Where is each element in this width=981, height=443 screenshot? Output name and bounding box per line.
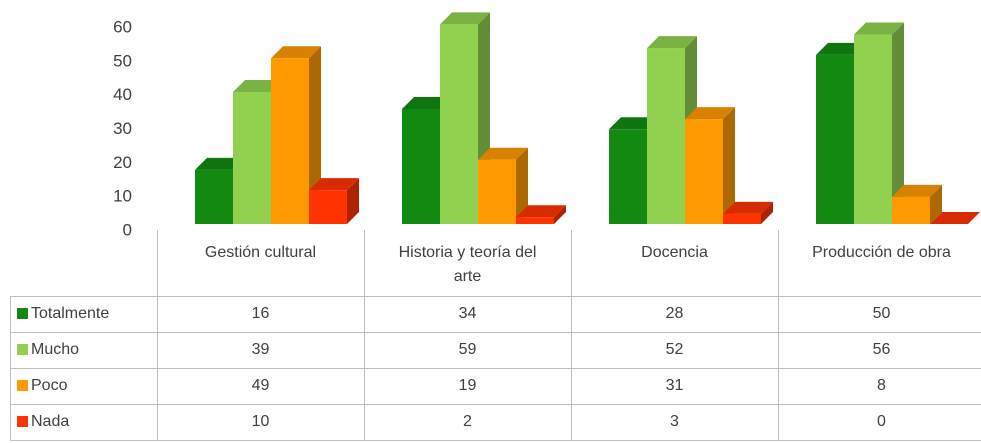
bar-top [816,42,866,55]
table-cell: 52 [666,341,684,358]
bar [685,119,723,224]
legend-swatch [17,344,28,355]
bar [647,48,685,224]
legend-label: Totalmente [31,305,109,322]
bar [892,196,930,224]
y-tick-label: 10 [113,187,132,206]
y-tick-label: 40 [113,85,132,104]
y-tick-label: 50 [113,51,132,70]
bar-top [271,46,321,59]
bar [854,34,892,225]
bar [723,213,761,224]
bar-side [892,22,904,225]
y-tick-label: 0 [123,220,132,239]
table-cell: 19 [459,377,477,394]
bar-side [347,178,359,224]
bar-top [516,205,566,218]
table-cell: 59 [459,341,477,358]
legend-label: Nada [31,413,69,430]
table-cell: 8 [877,377,886,394]
bar-top [647,36,697,49]
table-cell: 10 [252,413,270,430]
bar-top [930,212,980,224]
table-cell: 50 [873,305,891,322]
bar-top [440,12,490,25]
table-cell: 2 [463,413,472,430]
bar-top [609,117,659,130]
bar-top [723,201,773,214]
bar [516,217,554,224]
bar [309,190,347,224]
y-tick-label: 30 [113,119,132,138]
bar [233,92,271,224]
bar-side [761,201,773,224]
category-label: Gestión cultural [204,244,317,261]
bar-top [854,22,904,35]
table-cell: 49 [252,377,270,394]
bar [402,108,440,224]
legend-swatch [17,416,28,427]
category-label: Historia y teoría del arte [398,244,537,285]
table-cell: 0 [877,413,886,430]
bar-top [478,147,528,160]
table-cell: 28 [666,305,684,322]
bar-side [309,46,321,224]
y-tick-label: 20 [113,153,132,172]
legend-swatch [17,380,28,391]
bar-side [723,107,735,224]
table-cell: 3 [670,413,679,430]
legend-label: Mucho [31,341,79,358]
legend-swatch [17,308,28,319]
y-tick-label: 60 [113,17,132,36]
bar [271,58,309,224]
bar [816,54,854,225]
table-cell: 16 [252,305,270,322]
table-cell: 39 [252,341,270,358]
bar [478,159,516,224]
category-label: Producción de obra [812,244,951,261]
legend-label: Poco [31,377,68,394]
bar [195,169,233,224]
category-label: Docencia [641,244,708,261]
table-cell: 56 [873,341,891,358]
bar-top [402,96,452,109]
bar-side [516,147,528,224]
table-cell: 31 [666,377,684,394]
bar-top [309,178,359,191]
bar-top [195,157,245,170]
bar-top [892,184,942,197]
table-cell: 34 [459,305,477,322]
bar-side [554,205,566,224]
bar-top [233,80,283,93]
bar [440,24,478,225]
bar-side [930,184,942,224]
bar [609,129,647,224]
bar-top [685,107,735,120]
